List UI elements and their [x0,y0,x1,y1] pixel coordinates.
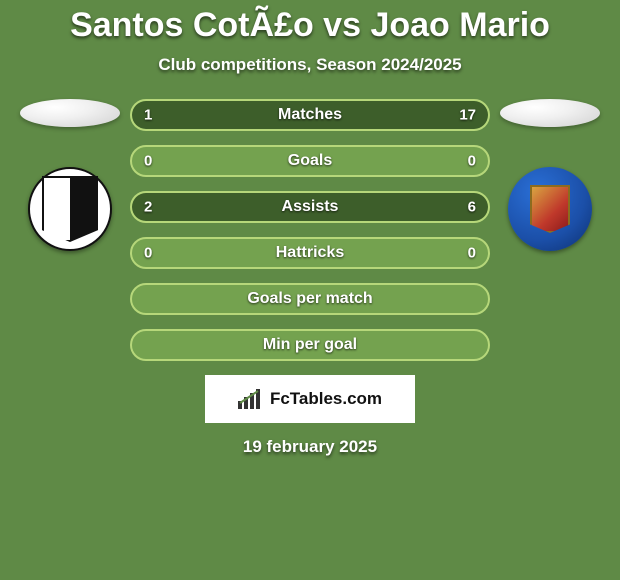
stat-label: Assists [282,198,339,216]
stat-value-left: 2 [144,199,152,216]
page-title: Santos CotÃ£o vs Joao Mario [0,0,620,45]
stat-label: Hattricks [276,244,344,262]
stat-value-right: 17 [459,107,476,124]
stat-value-right: 6 [468,199,476,216]
logo-text: FcTables.com [270,389,382,409]
stat-bar: 2 6 Assists [130,191,490,223]
club-badge-right-shield [530,185,570,233]
date-label: 19 february 2025 [0,437,620,457]
club-badge-right [508,167,592,251]
bar-fill-right [221,193,488,221]
club-badge-left-shield [42,176,98,242]
left-side [10,99,130,251]
stat-value-right: 0 [468,245,476,262]
stat-value-left: 0 [144,153,152,170]
club-badge-left [28,167,112,251]
fctables-logo-icon [238,389,264,409]
stat-value-right: 0 [468,153,476,170]
stat-bar: 0 0 Hattricks [130,237,490,269]
stat-bar: Min per goal [130,329,490,361]
player-photo-right [500,99,600,127]
stat-label: Goals [288,152,332,170]
subtitle: Club competitions, Season 2024/2025 [0,55,620,75]
stat-bars: 1 17 Matches 0 0 Goals 2 6 Assists 0 0 Hattricks Goa… [130,99,490,361]
player-photo-left [20,99,120,127]
stat-bar: 1 17 Matches [130,99,490,131]
logo-box: FcTables.com [205,375,415,423]
stat-bar: 0 0 Goals [130,145,490,177]
stat-label: Min per goal [263,336,357,354]
stat-label: Goals per match [247,290,372,308]
stat-value-left: 0 [144,245,152,262]
content-row: 1 17 Matches 0 0 Goals 2 6 Assists 0 0 Hattricks Goa… [0,99,620,361]
stat-value-left: 1 [144,107,152,124]
right-side [490,99,610,251]
comparison-infographic: Santos CotÃ£o vs Joao Mario Club competi… [0,0,620,580]
stat-label: Matches [278,106,342,124]
stat-bar: Goals per match [130,283,490,315]
